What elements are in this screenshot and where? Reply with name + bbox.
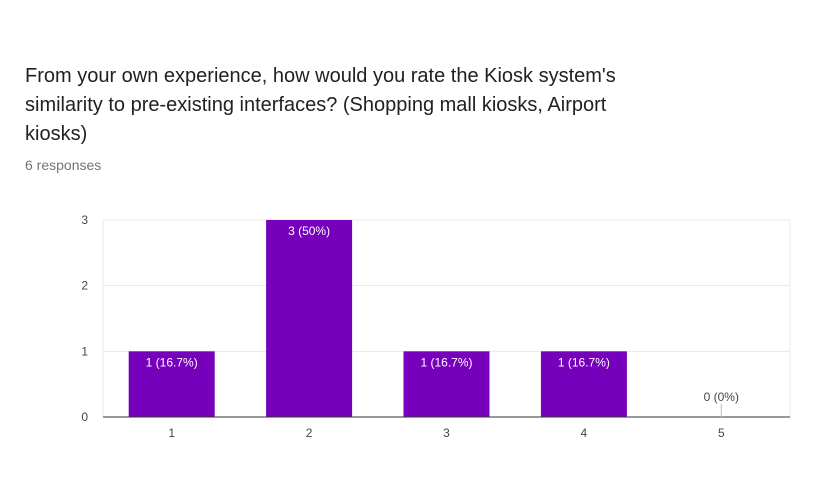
y-tick-label: 1	[81, 344, 88, 358]
y-axis-ticks: 0 1 2 3	[81, 213, 88, 424]
chart-gridlines	[102, 219, 791, 417]
question-title-line-3: kiosks)	[25, 123, 88, 145]
y-tick-label: 3	[81, 213, 88, 227]
x-tick-label: 5	[718, 426, 725, 440]
data-label: 3 (50%)	[288, 224, 330, 238]
x-tick-label: 4	[581, 426, 588, 440]
question-title-line-2: similarity to pre-existing interfaces? (…	[25, 94, 607, 116]
question-title: From your own experience, how would you …	[25, 62, 725, 149]
chart-data-labels: 1 (16.7%) 3 (50%) 1 (16.7%) 1 (16.7%) 0 (0%)	[146, 224, 739, 417]
bar	[540, 351, 627, 417]
data-label: 0 (0%)	[704, 390, 739, 404]
bar	[266, 220, 353, 417]
y-tick-label: 2	[81, 279, 88, 293]
x-tick-label: 3	[443, 426, 450, 440]
bar	[128, 351, 215, 417]
data-label: 1 (16.7%)	[146, 355, 198, 369]
x-tick-label: 1	[168, 426, 175, 440]
x-axis-ticks: 1 2 3 4 5	[168, 426, 725, 440]
x-tick-label: 2	[306, 426, 313, 440]
data-label: 1 (16.7%)	[420, 355, 472, 369]
question-title-line-1: From your own experience, how would you …	[25, 65, 616, 87]
y-tick-label: 0	[81, 410, 88, 424]
data-label: 1 (16.7%)	[558, 355, 610, 369]
response-count: 6 responses	[25, 157, 102, 173]
bar	[403, 351, 490, 417]
chart-bars	[128, 220, 627, 417]
